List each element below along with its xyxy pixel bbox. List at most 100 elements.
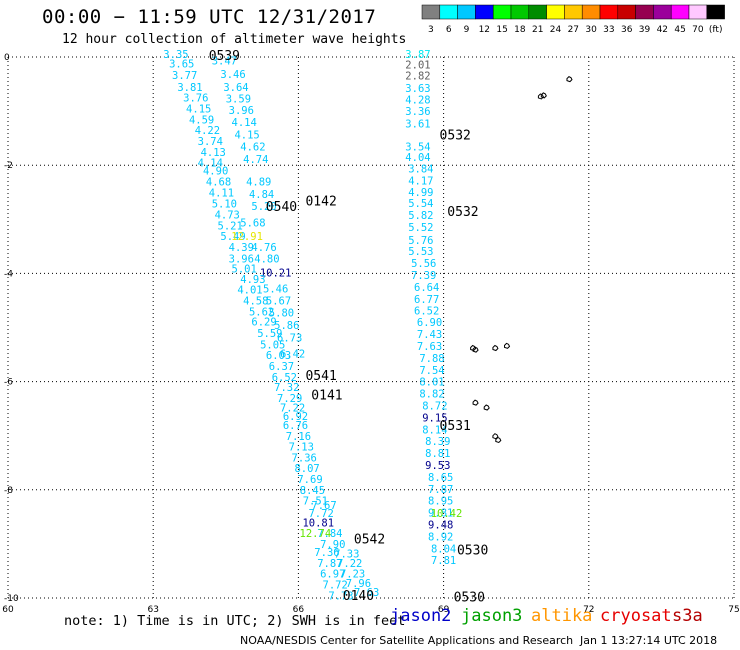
wave-height-value: 7.87 xyxy=(428,484,453,496)
wave-height-value: 7.22 xyxy=(337,558,362,570)
track-time-label: 0531 xyxy=(440,419,471,434)
wave-height-value: 6.29 xyxy=(251,317,276,329)
wave-height-value: 5.52 xyxy=(408,222,433,234)
colorbar-label: 15 xyxy=(496,25,507,35)
colorbar-label: 36 xyxy=(621,25,633,35)
wave-height-value: 10.42 xyxy=(431,508,463,520)
wave-height-value: 2.01 xyxy=(405,60,430,72)
wave-height-value: 7.36 xyxy=(292,452,317,464)
colorbar-label: 21 xyxy=(532,25,543,35)
colorbar-swatch xyxy=(439,4,458,20)
wave-height-value: 5.82 xyxy=(408,210,433,222)
colorbar-label: 39 xyxy=(639,25,651,35)
wave-height-value: 7.72 xyxy=(323,580,348,592)
wave-height-value: 4.28 xyxy=(405,94,430,106)
wave-height-value: 9.81 xyxy=(428,508,453,520)
track-labels: 0539 0532 0540 0142 0532 0541 0141 0531 0542 0530… xyxy=(209,49,489,606)
y-tick-label: -6 xyxy=(4,378,13,388)
wave-height-value: 9.15 xyxy=(422,412,447,424)
colorbar-label: 6 xyxy=(446,25,452,35)
wave-height-value: 4.93 xyxy=(240,274,265,286)
wave-height-value: 5.01 xyxy=(232,264,257,276)
land-fragment xyxy=(540,92,547,99)
colorbar-swatch xyxy=(475,4,494,20)
wave-height-value: 4.62 xyxy=(240,141,265,153)
wave-height-value: 3.74 xyxy=(198,136,223,148)
wave-height-value: 7.29 xyxy=(277,393,302,405)
land-fragment xyxy=(472,346,479,353)
wave-height-value: 7.32 xyxy=(274,382,299,394)
wave-height-value: 8.07 xyxy=(294,463,319,475)
wave-height-value: 3.35 xyxy=(163,49,188,61)
wave-height-value: 7.87 xyxy=(317,558,342,570)
wave-height-value: 7.13 xyxy=(289,442,314,454)
colorbar-swatch xyxy=(653,4,672,20)
wave-height-value: 3.96 xyxy=(229,105,254,117)
wave-height-value: 5.54 xyxy=(408,198,433,210)
note-text: note: 1) Time is in UTC; 2) SWH is in fe… xyxy=(64,613,406,629)
wave-height-value: 6.92 xyxy=(283,411,308,423)
wave-height-value: 7.63 xyxy=(417,341,442,353)
wave-height-value: 7.67 xyxy=(311,500,336,512)
wave-height-value: 4.14 xyxy=(232,117,257,129)
colorbar-swatch xyxy=(421,4,441,20)
wave-height-value: 9.48 xyxy=(428,520,453,532)
colorbar-label: 30 xyxy=(585,25,597,35)
wave-height-value: 4.89 xyxy=(246,177,271,189)
x-tick-label: 72 xyxy=(583,605,594,615)
wave-height-value: 4.74 xyxy=(243,154,268,166)
wave-height-value: 8.92 xyxy=(428,531,453,543)
colorbar-swatch xyxy=(617,4,636,20)
y-tick-label: -10 xyxy=(4,594,19,604)
wave-height-value: 6.52 xyxy=(414,305,439,317)
wave-height-value: 3.47 xyxy=(212,55,237,67)
colorbar-label: 33 xyxy=(603,25,614,35)
wave-height-value: 5.21 xyxy=(218,220,243,232)
wave-height-value: 3.77 xyxy=(172,70,197,82)
wave-height-value: 8.81 xyxy=(425,448,450,460)
wave-height-value: 7.22 xyxy=(280,403,305,415)
wave-height-value: 5.86 xyxy=(274,320,299,332)
wave-height-value: 9.53 xyxy=(425,460,450,472)
wave-height-value: 8.01 xyxy=(419,377,444,389)
y-tick-label: -2 xyxy=(4,161,13,171)
colorbar-label: 70 xyxy=(692,25,704,35)
track-time-label: 0530 xyxy=(454,590,485,605)
wave-height-value: 6.64 xyxy=(414,282,439,294)
colorbar-swatch xyxy=(546,4,565,20)
wave-height-value: 7.39 xyxy=(411,270,436,282)
land-fragment xyxy=(472,399,479,406)
wave-height-value: 4.76 xyxy=(251,242,276,254)
wave-height-value: 3.61 xyxy=(405,119,430,131)
wave-height-value: 7.54 xyxy=(419,365,444,377)
colorbar-swatch xyxy=(599,4,619,20)
x-tick-label: 60 xyxy=(2,605,14,615)
wave-height-value: 5.76 xyxy=(408,235,433,247)
y-tick-label: -4 xyxy=(4,269,13,279)
wave-height-value: 8.45 xyxy=(300,485,325,497)
chart-title: 00:00 − 11:59 UTC 12/31/2017 xyxy=(42,6,377,28)
land-fragment xyxy=(492,433,499,440)
colorbar-label: 27 xyxy=(568,25,579,35)
wave-height-value: 7.69 xyxy=(297,474,322,486)
wave-height-value: 4.84 xyxy=(249,189,274,201)
colorbar-swatch xyxy=(510,4,530,20)
wave-height-value: 6.77 xyxy=(414,294,439,306)
wave-height-value: 7.84 xyxy=(317,528,342,540)
wave-height-value: 3.63 xyxy=(405,83,430,95)
colorbar-swatch xyxy=(688,4,708,20)
colorbar-label: 24 xyxy=(550,25,562,35)
wave-height-value: 12.74 xyxy=(300,528,332,540)
wave-height-value: 7.96 xyxy=(346,578,371,590)
wave-height-value: 8.82 xyxy=(419,389,444,401)
wave-height-value: 3.36 xyxy=(405,106,430,118)
wave-height-value: 3.54 xyxy=(405,141,430,153)
wave-height-value: 3.81 xyxy=(177,82,202,94)
wave-height-value: 5.59 xyxy=(257,328,282,340)
generated-timestamp: Jan 1 13:27:14 UTC 2018 xyxy=(580,634,718,647)
land-outlines xyxy=(470,76,573,444)
wave-height-value: 7.51 xyxy=(303,496,328,508)
colorbar-label: 12 xyxy=(479,25,490,35)
wave-height-value: 7.43 xyxy=(417,329,442,341)
